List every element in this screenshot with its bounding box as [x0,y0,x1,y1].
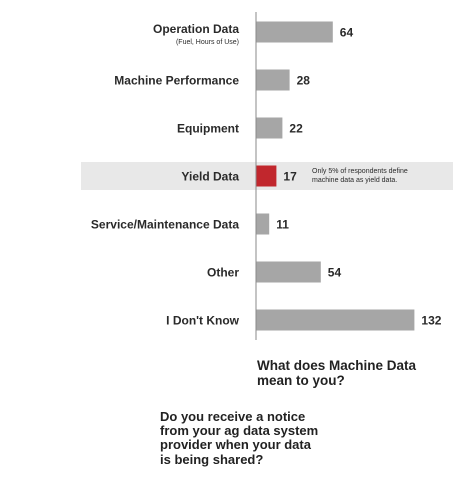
bar-operation-data [256,21,333,43]
followup-question-line: provider when your data [160,437,311,453]
category-label: I Don't Know [166,314,240,328]
category-label: Machine Performance [114,74,239,88]
chart-question-line: What does Machine Data [257,358,417,373]
value-label: 11 [276,218,289,232]
machine-data-bar-chart: Operation Data (Fuel, Hours of Use) 64 Mach… [81,12,453,340]
yield-data-annotation: Only 5% of respondents define machine dat… [312,168,408,184]
bar-yield-data [256,165,277,187]
followup-question-line: Do you receive a notice [160,409,306,424]
category-label: Service/Maintenance Data [91,218,239,232]
value-label: 132 [421,314,441,328]
chart-question: What does Machine Data mean to you? [257,358,447,388]
followup-question-line: is being shared? [160,451,264,467]
bar-i-don-t-know [256,309,415,331]
value-label: 17 [283,170,297,184]
value-label: 64 [340,26,354,40]
value-label: 54 [328,266,342,280]
category-label: Operation Data [153,22,239,36]
category-label: Equipment [177,122,239,136]
category-sublabel: (Fuel, Hours of Use) [176,39,239,46]
bar-equipment [256,117,283,139]
bar-service-maintenance-data [256,213,270,235]
bar-machine-performance [256,69,290,91]
followup-question: Do you receive a notice from your ag dat… [160,409,360,467]
chart-question-line: mean to you? [257,373,345,388]
value-label: 22 [289,122,303,136]
annotation-line: machine data as yield data. [312,177,397,184]
value-label: 28 [297,74,311,88]
category-label: Other [207,266,239,280]
annotation-line: Only 5% of respondents define [312,168,408,175]
category-label: Yield Data [181,170,239,184]
followup-question-line: from your ag data system [160,423,319,439]
bar-other [256,261,321,283]
